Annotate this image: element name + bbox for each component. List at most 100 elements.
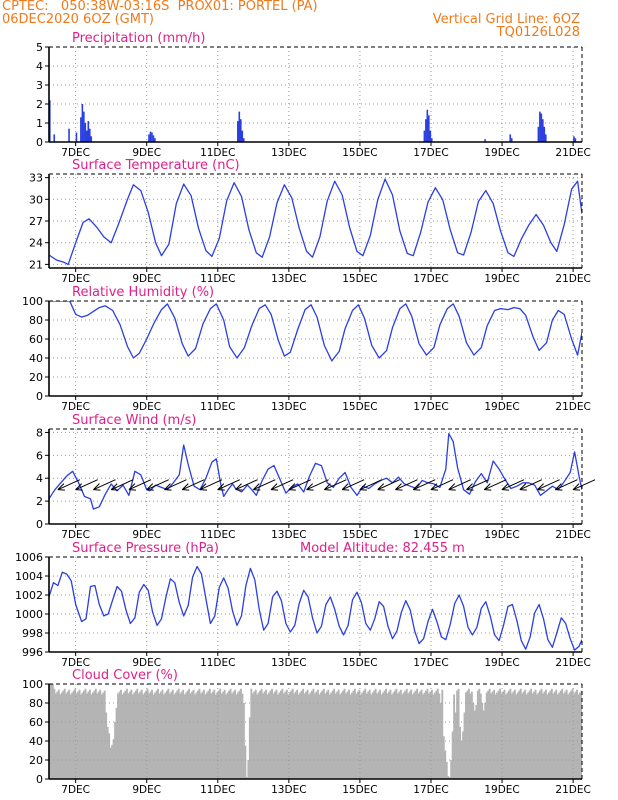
cloud-bar bbox=[167, 688, 170, 779]
cloud-bar bbox=[547, 692, 550, 779]
cloud-bar bbox=[539, 690, 541, 779]
header-model-id: TQ0126L028 bbox=[496, 25, 580, 40]
cloud-bar bbox=[454, 712, 457, 779]
cloud-bar bbox=[558, 692, 561, 779]
cloud-bar bbox=[462, 731, 464, 779]
y-tick-label: 2 bbox=[36, 98, 43, 111]
precip-bar bbox=[537, 126, 540, 142]
cloud-bar bbox=[188, 688, 191, 779]
cloud-bar bbox=[536, 694, 538, 779]
wind-arrow-head bbox=[306, 483, 314, 491]
cloud-bar bbox=[522, 691, 525, 779]
x-tick-label: 13DEC bbox=[271, 529, 306, 541]
precip-bar bbox=[425, 119, 427, 142]
cloud-bar bbox=[330, 692, 333, 779]
panel-title: Relative Humidity (%) bbox=[72, 285, 214, 300]
cloud-bar bbox=[72, 690, 75, 779]
cloud-bar bbox=[293, 693, 296, 779]
y-tick-label: 998 bbox=[22, 627, 43, 640]
cloud-bar bbox=[260, 688, 263, 779]
cloud-bar bbox=[576, 689, 578, 779]
cloud-bar bbox=[540, 688, 543, 779]
cloud-bar bbox=[179, 693, 182, 779]
y-tick-label: 996 bbox=[22, 646, 43, 659]
cloud-bar bbox=[490, 693, 493, 779]
cloud-bar bbox=[432, 694, 435, 779]
series-line bbox=[49, 301, 582, 362]
header-station: CPTEC: 050:38W-03:16S PROX01: PORTEL (PA… bbox=[2, 0, 318, 14]
cloud-bar bbox=[423, 692, 426, 779]
cloud-bar bbox=[121, 694, 124, 779]
cloud-bar bbox=[131, 694, 134, 779]
cloud-bar bbox=[358, 689, 361, 779]
cloud-bar bbox=[488, 688, 491, 779]
cloud-bar bbox=[93, 690, 96, 779]
cloud-bar bbox=[516, 692, 519, 779]
y-tick-label: 24 bbox=[29, 237, 43, 250]
cloud-bar bbox=[481, 703, 484, 779]
cloud-bar bbox=[570, 690, 573, 779]
precip-bar bbox=[544, 134, 547, 142]
cloud-bar bbox=[51, 684, 54, 779]
panel-title: Cloud Cover (%) bbox=[72, 668, 178, 683]
wind-arrow bbox=[555, 479, 578, 491]
x-tick-label: 21DEC bbox=[555, 784, 590, 796]
cloud-bar bbox=[319, 692, 322, 779]
precip-bar bbox=[574, 138, 577, 142]
cloud-bar bbox=[75, 693, 78, 779]
cloud-bar bbox=[216, 692, 219, 779]
cloud-bar bbox=[117, 693, 119, 779]
cloud-bar bbox=[439, 703, 442, 779]
cloud-bar bbox=[451, 731, 454, 779]
x-tick-label: 17DEC bbox=[413, 147, 448, 159]
cloud-bar bbox=[269, 690, 272, 779]
x-tick-label: 19DEC bbox=[484, 273, 519, 285]
cloud-bar bbox=[253, 691, 256, 779]
x-tick-label: 17DEC bbox=[413, 784, 448, 796]
cloud-bar bbox=[405, 688, 408, 779]
precip-bar bbox=[237, 121, 239, 142]
precip-bar bbox=[242, 138, 245, 142]
cloud-bar bbox=[275, 689, 278, 779]
cloud-bar bbox=[134, 690, 137, 779]
y-tick-label: 4 bbox=[36, 60, 43, 73]
cloud-bar bbox=[281, 688, 284, 779]
precip-bar bbox=[75, 132, 78, 142]
cloud-bar bbox=[213, 689, 216, 779]
cloud-bar bbox=[550, 688, 553, 779]
grid-lines bbox=[49, 557, 582, 652]
cloud-bar bbox=[57, 689, 60, 779]
cloud-bar bbox=[426, 688, 429, 779]
cloud-bar bbox=[362, 690, 365, 779]
cloud-bar bbox=[493, 689, 496, 779]
cloud-bar bbox=[356, 691, 359, 779]
cloud-bar bbox=[348, 689, 350, 779]
cloud-bar bbox=[365, 693, 368, 779]
wind-arrow bbox=[448, 479, 471, 491]
cloud-bar bbox=[265, 689, 268, 779]
cloud-bar bbox=[90, 694, 93, 779]
cloud-bar bbox=[142, 694, 145, 779]
cloud-bar bbox=[445, 761, 448, 779]
x-tick-label: 19DEC bbox=[484, 401, 519, 413]
y-tick-label: 27 bbox=[29, 215, 43, 228]
cloud-bar bbox=[59, 694, 62, 779]
cloud-bar bbox=[69, 694, 72, 779]
cloud-bar bbox=[470, 691, 473, 779]
cloud-bar bbox=[497, 690, 500, 779]
cloud-bar bbox=[214, 694, 217, 779]
cloud-bar bbox=[86, 693, 88, 779]
cloud-bar bbox=[485, 692, 488, 779]
cloud-bar bbox=[531, 693, 534, 779]
cloud-bar bbox=[245, 777, 248, 779]
cloud-bar bbox=[133, 692, 136, 779]
cloud-bar bbox=[469, 693, 472, 779]
cloud-bar bbox=[97, 691, 100, 779]
cloud-bar bbox=[402, 692, 405, 779]
panel-title: Surface Wind (m/s) bbox=[72, 413, 196, 428]
cloud-bar bbox=[530, 688, 533, 779]
y-tick-label: 0 bbox=[36, 773, 43, 786]
wind-arrows bbox=[57, 479, 596, 491]
x-tick-label: 7DEC bbox=[61, 657, 90, 669]
